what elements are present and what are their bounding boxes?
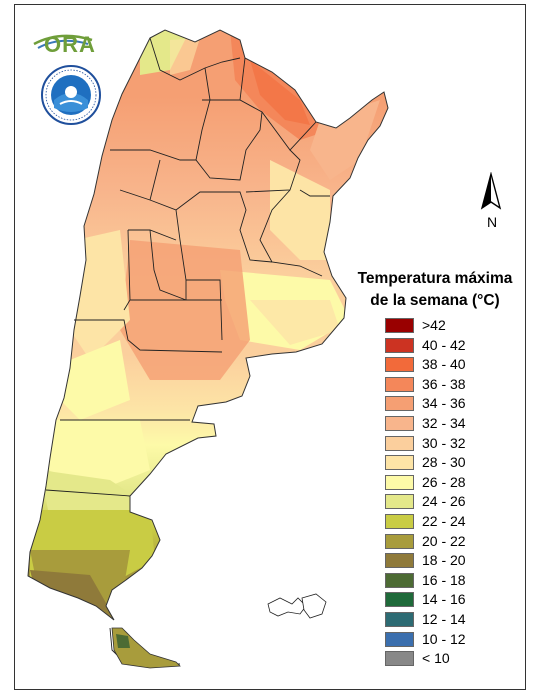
legend-swatch <box>385 631 414 647</box>
legend-label: 32 - 34 <box>422 415 466 431</box>
legend-label: 10 - 12 <box>422 630 466 647</box>
legend-label: 40 - 42 <box>422 336 466 353</box>
legend-item: 26 - 28 <box>385 473 525 492</box>
legend-title: Temperatura máxima de la semana (°C) <box>345 268 525 312</box>
legend-label: 12 - 14 <box>422 611 466 627</box>
legend-item: 32 - 34 <box>385 415 525 433</box>
legend-item: 24 - 26 <box>385 493 525 511</box>
legend-swatch <box>385 455 414 471</box>
legend-label: 34 - 36 <box>422 395 466 412</box>
legend-item: 10 - 12 <box>385 630 525 649</box>
legend-item: 36 - 38 <box>385 375 525 394</box>
ora-logo: ORA <box>33 32 96 57</box>
legend-label: 20 - 22 <box>422 532 466 549</box>
north-label: N <box>487 214 498 230</box>
legend-swatch <box>385 494 414 510</box>
legend-item: 22 - 24 <box>385 513 525 531</box>
legend-swatch <box>385 572 414 588</box>
legend-label: 30 - 32 <box>422 434 466 451</box>
legend-swatch <box>385 376 414 392</box>
legend-swatch <box>385 357 414 373</box>
legend-label: < 10 <box>422 650 450 667</box>
legend-label: 38 - 40 <box>422 356 466 373</box>
legend-item: 30 - 32 <box>385 434 525 453</box>
legend-item: >42 <box>385 317 525 335</box>
legend-label: 22 - 24 <box>422 513 466 529</box>
legend-item: 28 - 30 <box>385 454 525 472</box>
legend-item: 14 - 16 <box>385 591 525 609</box>
legend-label: 18 - 20 <box>422 552 466 569</box>
legend-item: 16 - 18 <box>385 571 525 590</box>
legend-swatch <box>385 553 414 569</box>
legend-swatch <box>385 337 414 353</box>
ora-logo-text: ORA <box>44 32 96 57</box>
legend-item: 40 - 42 <box>385 336 525 355</box>
legend-title-line1: Temperatura máxima <box>357 270 513 287</box>
legend-item: 12 - 14 <box>385 611 525 629</box>
smn-seal-icon <box>41 65 101 125</box>
legend-swatch <box>385 416 414 431</box>
legend-swatch <box>385 651 414 667</box>
legend-label: 24 - 26 <box>422 493 466 510</box>
legend-label: 28 - 30 <box>422 454 466 471</box>
legend-swatch <box>385 533 414 549</box>
legend-swatch <box>385 592 414 608</box>
legend-label: >42 <box>422 317 446 333</box>
legend-item: 34 - 36 <box>385 395 525 413</box>
legend-title-line2: de la semana (°C) <box>370 292 500 309</box>
legend-swatch <box>385 474 414 490</box>
legend-label: 16 - 18 <box>422 571 466 588</box>
legend-label: 26 - 28 <box>422 473 466 490</box>
legend-swatch <box>385 318 414 333</box>
legend-item: 20 - 22 <box>385 532 525 551</box>
legend-item: 18 - 20 <box>385 552 525 570</box>
legend-swatch <box>385 514 414 529</box>
legend-label: 14 - 16 <box>422 591 466 608</box>
legend-swatch <box>385 612 414 627</box>
north-arrow-icon <box>480 172 502 210</box>
legend-swatch <box>385 396 414 412</box>
malvinas-islands <box>267 593 327 619</box>
tierra-del-fuego <box>111 627 181 669</box>
legend-swatch <box>385 435 414 451</box>
legend-item: < 10 <box>385 650 525 668</box>
legend-item: 38 - 40 <box>385 356 525 374</box>
legend-label: 36 - 38 <box>422 375 466 392</box>
